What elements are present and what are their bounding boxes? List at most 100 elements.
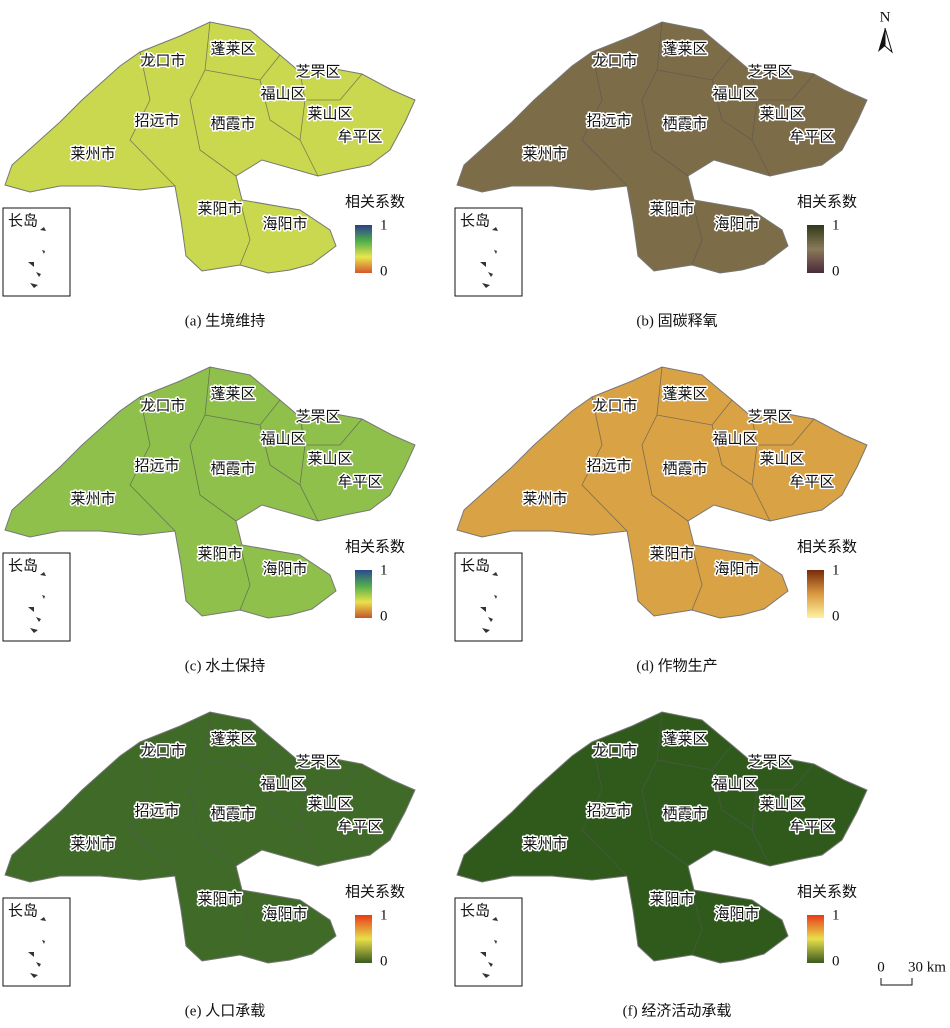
district-label: 海阳市 [714,905,759,922]
legend-max: 1 [832,907,840,923]
inset-frame [2,552,71,642]
district-label: 招远市 [134,802,179,819]
district-label: 栖霞市 [662,460,707,477]
district-label: 栖霞市 [210,805,255,822]
district-label: 莱州市 [522,490,567,507]
district-label: 莱阳市 [649,890,694,907]
district-label: 莱山区 [759,105,804,122]
panel-caption: (e) 人口承载 [185,1002,265,1019]
district-label: 莱阳市 [197,545,242,562]
inset-label: 长岛 [460,212,490,229]
district-label: 牟平区 [337,128,382,145]
district-label: 栖霞市 [210,115,255,132]
district-borders [129,711,363,956]
district-label: 招远市 [586,457,631,474]
district-label: 芝罘区 [747,408,792,425]
legend-min: 0 [380,263,388,279]
district-label: 牟平区 [337,473,382,490]
district-label: 莱阳市 [649,545,694,562]
panel-caption: (f) 经济活动承载 [623,1002,732,1019]
district-label: 莱州市 [70,145,115,162]
district-label: 芝罘区 [295,753,340,770]
inset-label: 长岛 [8,557,38,574]
district-label: 蓬莱区 [662,40,707,57]
panel-caption: (c) 水土保持 [185,657,265,674]
district-label: 莱山区 [759,795,804,812]
district-label: 莱州市 [522,145,567,162]
district-label: 蓬莱区 [210,730,255,747]
district-label: 栖霞市 [662,115,707,132]
district-borders [581,366,815,611]
district-label: 莱山区 [759,450,804,467]
inset-frame [454,552,523,642]
legend-max: 1 [832,217,840,233]
district-borders [129,366,363,611]
inset-label: 长岛 [8,212,38,229]
inset-frame [454,207,523,297]
district-label: 海阳市 [262,215,307,232]
district-label: 牟平区 [789,473,834,490]
district-label: 莱州市 [70,835,115,852]
district-label: 蓬莱区 [662,730,707,747]
legend-gradient-bar [807,570,824,618]
district-label: 招远市 [134,457,179,474]
district-label: 莱阳市 [197,890,242,907]
legend-gradient-bar [807,915,824,963]
arrow-right [884,27,893,54]
district-label: 栖霞市 [210,460,255,477]
district-label: 蓬莱区 [662,385,707,402]
district-label: 海阳市 [262,905,307,922]
legend-title: 相关系数 [345,538,405,555]
arrow-left [878,28,885,52]
district-label: 福山区 [260,85,305,102]
district-label: 龙口市 [592,742,637,759]
district-label: 莱阳市 [197,200,242,217]
scale-bar: 0 30 km [877,959,946,986]
district-label: 龙口市 [592,397,637,414]
district-label: 龙口市 [592,52,637,69]
legend-max: 1 [380,562,388,578]
district-label: 莱州市 [70,490,115,507]
district-label: 海阳市 [714,215,759,232]
inset-label: 长岛 [8,902,38,919]
north-label: N [880,9,891,25]
district-label: 海阳市 [262,560,307,577]
district-label: 莱山区 [307,105,352,122]
district-label: 莱山区 [307,450,352,467]
district-label: 牟平区 [789,818,834,835]
legend-min: 0 [380,608,388,624]
legend-title: 相关系数 [797,193,857,210]
legend-gradient-bar [807,225,824,273]
legend-max: 1 [832,562,840,578]
legend-max: 1 [380,907,388,923]
district-borders [129,21,363,266]
legend-min: 0 [832,263,840,279]
district-label: 福山区 [260,430,305,447]
north-arrow: N [878,9,893,54]
district-borders [581,711,815,956]
legend-title: 相关系数 [797,538,857,555]
legend-min: 0 [832,608,840,624]
district-label: 蓬莱区 [210,385,255,402]
district-label: 芝罘区 [747,63,792,80]
district-label: 牟平区 [789,128,834,145]
scale-start: 0 [877,959,885,975]
legend-max: 1 [380,217,388,233]
inset-label: 长岛 [460,902,490,919]
legend-gradient-bar [355,225,372,273]
legend-min: 0 [832,953,840,969]
district-label: 芝罘区 [295,408,340,425]
district-label: 招远市 [586,112,631,129]
district-label: 栖霞市 [662,805,707,822]
scale-line [880,978,913,986]
panel-caption: (b) 固碳释氧 [636,312,717,329]
legend-gradient-bar [355,570,372,618]
district-label: 福山区 [712,85,757,102]
legend-title: 相关系数 [797,883,857,900]
